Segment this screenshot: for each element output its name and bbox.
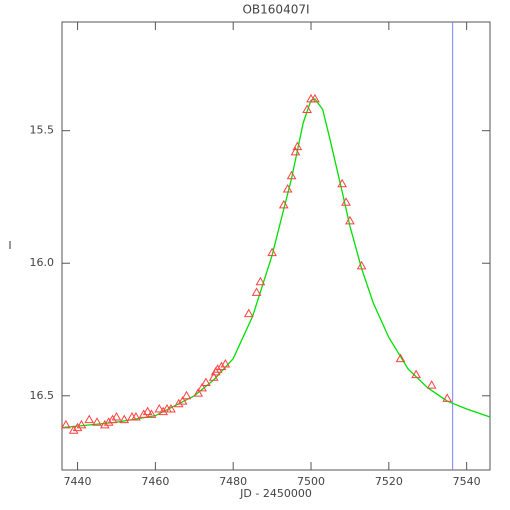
data-point [290, 146, 301, 156]
data-point [131, 411, 141, 421]
data-point [255, 276, 266, 286]
data-point [251, 287, 262, 296]
data-point [292, 141, 303, 151]
x-tick-label: 7480 [219, 475, 247, 488]
data-point [177, 396, 188, 405]
data-point [341, 197, 351, 206]
x-tick-label: 7460 [141, 475, 169, 488]
data-point [302, 104, 312, 113]
y-tick-label: 16.5 [30, 389, 55, 402]
data-point [107, 414, 118, 424]
data-point [310, 93, 320, 103]
data-point [142, 406, 153, 416]
data-point [337, 178, 348, 188]
x-tick-label: 7500 [297, 475, 325, 488]
data-point [119, 414, 130, 424]
data-point [243, 308, 254, 318]
data-point [208, 372, 219, 381]
data-point [267, 247, 277, 257]
plot-frame [61, 21, 491, 471]
data-point [68, 425, 79, 434]
data-point [411, 369, 421, 379]
data-point [166, 404, 176, 413]
data-point [216, 361, 227, 371]
data-point [395, 353, 406, 363]
y-axis-label: I [8, 239, 11, 252]
x-tick-label: 7540 [453, 475, 481, 488]
data-point [181, 390, 192, 400]
data-point [426, 380, 437, 389]
chart-title: OB160407I [242, 3, 309, 17]
data-point [146, 409, 157, 418]
data-point [84, 414, 95, 424]
data-point [442, 393, 453, 402]
x-tick-label: 7440 [64, 475, 92, 488]
data-point [201, 377, 211, 387]
model-curve [61, 98, 491, 429]
data-point [138, 409, 149, 418]
data-point [99, 419, 110, 429]
data-point [158, 406, 169, 416]
data-point [278, 199, 289, 209]
data-point [193, 388, 204, 397]
data-point [220, 358, 231, 368]
data-point [76, 419, 87, 429]
x-tick-label: 7520 [375, 475, 403, 488]
data-point [72, 422, 83, 432]
y-tick-label: 15.5 [30, 124, 55, 137]
data-point [103, 417, 114, 426]
data-point [92, 417, 102, 426]
data-point [154, 404, 165, 413]
data-point [197, 382, 207, 392]
y-tick-label: 16.0 [30, 256, 55, 269]
x-axis-label: JD - 2450000 [239, 487, 312, 500]
data-point [111, 411, 122, 421]
data-point [356, 260, 367, 270]
data-point [286, 170, 297, 180]
data-point [173, 398, 184, 408]
data-point [282, 183, 293, 193]
data-point [61, 419, 71, 429]
data-point [212, 364, 223, 373]
data-point [345, 215, 355, 225]
